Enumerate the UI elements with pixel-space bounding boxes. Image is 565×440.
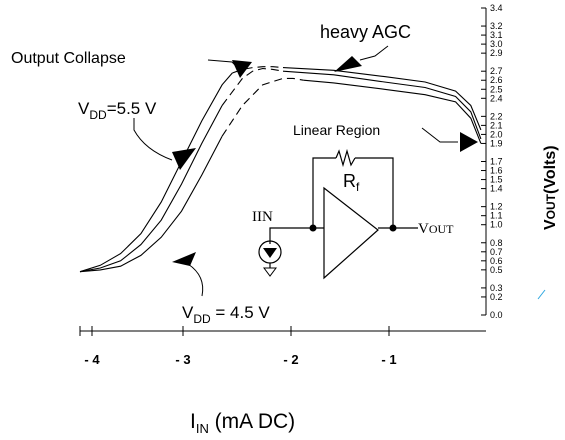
op-amp-icon <box>323 186 379 280</box>
output-collapse-arrow-icon <box>232 60 252 78</box>
annotation-linear-region: Linear Region <box>293 122 380 138</box>
y-tick-label: 1.1 <box>490 211 503 221</box>
vdd-high-main: V <box>78 99 90 118</box>
x-axis-title-rest: (mA DC) <box>209 410 295 433</box>
label-iin: IIN <box>252 209 273 225</box>
y-tick-label: 1.6 <box>490 166 503 176</box>
linear-region-arrow-icon <box>460 132 478 152</box>
vdd-4-5-arrow-icon <box>172 252 196 266</box>
y-tick-label: 1.4 <box>490 184 503 194</box>
series-1-plateau <box>232 66 284 74</box>
series-1-linear <box>282 67 482 131</box>
y-tick-label: 1.5 <box>490 175 503 185</box>
feedback-wire-right <box>355 157 394 228</box>
y-tick-label: 2.2 <box>490 111 503 121</box>
y-tick-label: 2.5 <box>490 84 503 94</box>
y-tick-label: 2.4 <box>490 93 503 103</box>
y-tick-label: 1.9 <box>490 138 503 148</box>
y-tick-label: 0.6 <box>490 256 503 266</box>
x-axis-title: IIN (mA DC) <box>190 410 295 436</box>
y-tick-label: 0.2 <box>490 292 503 302</box>
vdd-4-5-leader <box>187 263 204 297</box>
output-node-dot <box>389 224 397 232</box>
series-3-rise <box>79 135 223 273</box>
y-tick-label: 0.5 <box>490 265 503 275</box>
x-tick-label: - 4 <box>84 352 100 367</box>
stray-mark <box>537 289 546 300</box>
x-axis-title-sub: IN <box>196 421 209 436</box>
rf-main: R <box>343 171 356 191</box>
x-axis-ticks: - 4 - 3 - 2 - 1 <box>79 326 397 367</box>
vdd-low-sub: DD <box>193 312 211 326</box>
y-tick-label: 0.3 <box>490 283 503 293</box>
x-tick-label: - 1 <box>381 352 396 367</box>
y-tick-label: 2.0 <box>490 129 503 139</box>
y-tick-label: 1.7 <box>490 157 503 167</box>
vdd-low-main: V <box>182 303 194 322</box>
y-tick-label: 1.0 <box>490 220 503 230</box>
input-wire <box>269 227 324 244</box>
y-tick-label: 0.8 <box>490 238 503 248</box>
vdd-5-5-arrow-icon <box>172 148 196 170</box>
y-axis-title-main: V <box>542 219 559 230</box>
y-tick-label: 0.0 <box>490 310 503 320</box>
heavy-agc-leader <box>359 45 389 61</box>
ground-icon <box>263 267 277 277</box>
vout-sub: OUT <box>429 222 454 236</box>
y-tick-label: 2.1 <box>490 120 503 130</box>
feedback-wire-left <box>312 157 336 228</box>
annotation-vdd-5-5: VDD=5.5 V <box>78 99 157 122</box>
annotation-heavy-agc: heavy AGC <box>320 22 411 42</box>
y-tick-label: 2.9 <box>490 48 503 58</box>
series-2-rise <box>79 105 223 273</box>
y-axis-title-rest: (Volts) <box>542 145 559 194</box>
y-tick-label: 2.7 <box>490 66 503 76</box>
series-3-linear <box>303 79 482 144</box>
current-source-arrow-icon <box>263 248 277 258</box>
circuit-schematic: Rf IIN VOUT <box>252 148 454 280</box>
y-axis-title: VOUT(Volts) <box>542 145 559 230</box>
y-tick-label: 1.2 <box>490 202 503 212</box>
annotation-output-collapse: Output Collapse <box>11 50 126 67</box>
label-rf: Rf <box>343 171 360 194</box>
input-node-dot <box>309 224 317 232</box>
feedback-resistor-icon <box>335 148 356 168</box>
series-group <box>79 66 482 273</box>
series-3-plateau <box>221 77 304 137</box>
rf-sub: f <box>356 180 360 194</box>
label-vout: VOUT <box>418 221 454 237</box>
linear-region-leader <box>421 127 458 143</box>
x-tick-label: - 3 <box>175 352 190 367</box>
y-axis-ticks: 0.00.20.30.50.60.70.81.01.11.21.41.51.61… <box>481 3 503 320</box>
x-tick-label: - 2 <box>283 352 298 367</box>
series-1-rise <box>79 72 233 273</box>
series-2-linear <box>282 70 482 140</box>
vout-main: V <box>418 221 429 237</box>
y-tick-label: 3.2 <box>490 21 503 31</box>
vdd-5-5-leader <box>133 118 173 161</box>
y-tick-label: 3.0 <box>490 39 503 49</box>
series-2-plateau <box>221 67 284 106</box>
y-tick-label: 3.4 <box>490 3 503 13</box>
heavy-agc-arrow-icon <box>334 56 362 72</box>
y-tick-label: 3.1 <box>490 30 503 40</box>
vdd-high-rest: =5.5 V <box>107 99 157 118</box>
y-axis-title-sub: OUT <box>544 193 558 219</box>
x-axis-title-main: I <box>190 410 196 433</box>
y-tick-label: 2.6 <box>490 75 503 85</box>
y-tick-label: 0.7 <box>490 247 503 257</box>
vdd-low-rest: = 4.5 V <box>211 303 271 322</box>
vdd-high-sub: DD <box>89 108 107 122</box>
annotation-vdd-4-5: VDD = 4.5 V <box>182 303 270 326</box>
